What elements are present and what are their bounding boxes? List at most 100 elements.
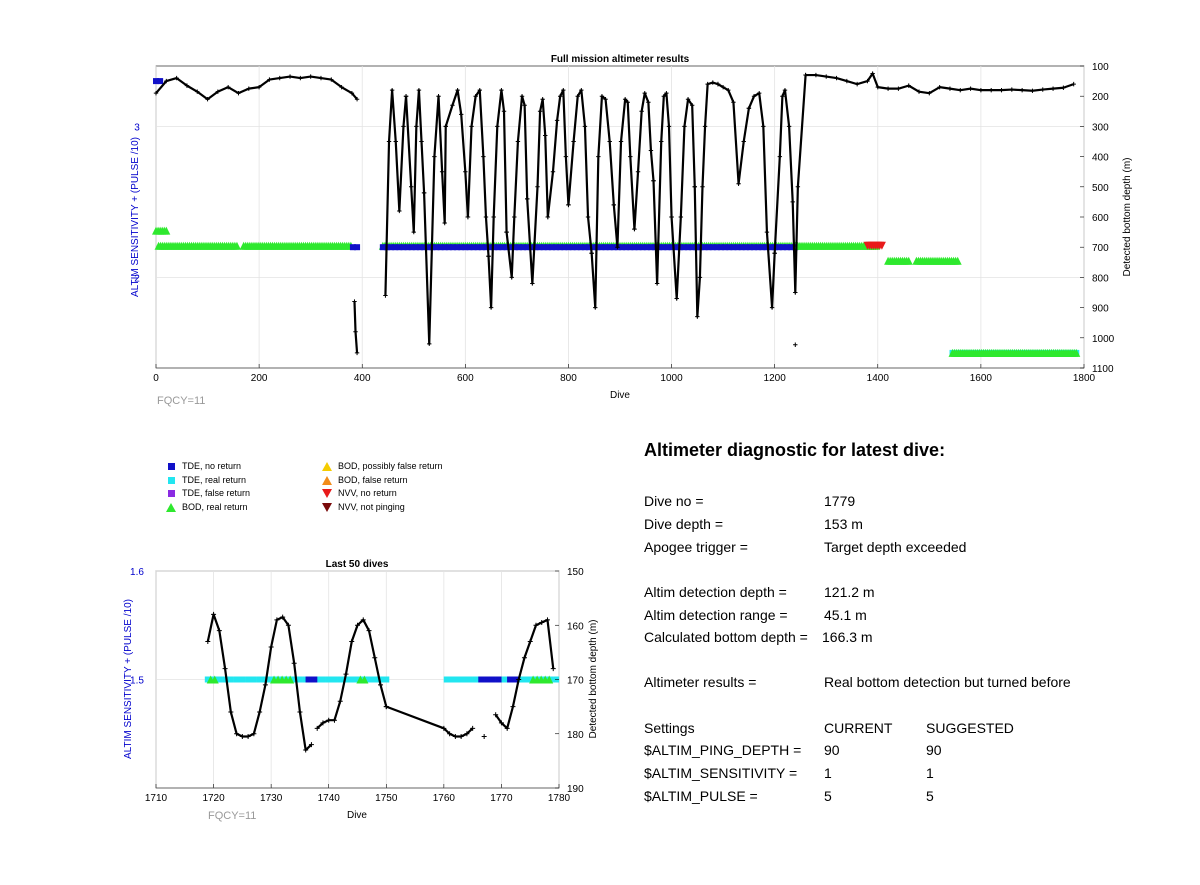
- tde-marker: [491, 244, 498, 251]
- depth-point: [383, 293, 388, 298]
- depth-point: [352, 299, 357, 304]
- depth-point: [999, 87, 1004, 93]
- depth-point: [726, 87, 731, 93]
- x-tick-label: 1000: [660, 373, 683, 384]
- depth-point: [674, 296, 679, 301]
- depth-point: [512, 214, 517, 220]
- depth-point: [436, 94, 441, 99]
- depth-point: [736, 181, 741, 186]
- tde-marker: [472, 676, 479, 683]
- legend-marker-triangle-down-icon: [320, 501, 334, 514]
- tde-marker: [619, 244, 626, 251]
- setting-current: 90: [824, 742, 840, 758]
- depth-point: [689, 103, 695, 108]
- x-tick-label: 1770: [490, 793, 513, 804]
- setting-name: $ALTIM_PULSE =: [644, 788, 758, 804]
- tde-marker: [511, 244, 518, 251]
- depth-point: [488, 305, 494, 310]
- tde-marker: [598, 244, 605, 251]
- depth-point: [793, 342, 798, 347]
- tde-marker: [643, 244, 650, 251]
- tde-marker: [512, 676, 519, 683]
- depth-point: [495, 124, 500, 129]
- depth-point: [419, 139, 424, 144]
- tde-marker: [441, 244, 448, 251]
- tde-marker: [466, 676, 473, 683]
- depth-point: [473, 94, 478, 99]
- x-tick-label: 800: [560, 373, 577, 384]
- tde-marker: [470, 244, 477, 251]
- depth-point: [393, 139, 398, 144]
- y2-tick-label: 700: [1092, 243, 1109, 254]
- depth-point: [813, 72, 819, 78]
- tde-marker: [586, 244, 593, 251]
- tde-marker: [325, 676, 332, 683]
- y2-tick-label: 800: [1092, 273, 1109, 284]
- tde-marker: [489, 676, 496, 683]
- tde-marker: [577, 244, 584, 251]
- depth-point: [563, 154, 569, 159]
- legend-item-bod-real-return: BOD, real return: [164, 501, 248, 514]
- depth-point: [414, 124, 419, 129]
- tde-marker: [478, 676, 485, 683]
- y-axis-label: ALTIM SENSITIVITY + (PULSE /10): [130, 137, 141, 297]
- depth-point: [648, 148, 654, 153]
- y2-tick-label: 200: [1092, 92, 1109, 103]
- depth-point: [314, 725, 320, 731]
- x-axis-label: Dive: [610, 390, 630, 401]
- tde-marker: [153, 78, 159, 85]
- tde-marker: [474, 244, 481, 251]
- depth-point: [561, 87, 566, 93]
- depth-point: [477, 87, 482, 93]
- y2-tick-label: 300: [1092, 122, 1109, 133]
- tde-marker: [433, 244, 440, 251]
- tde-marker: [222, 676, 229, 683]
- depth-point: [298, 75, 303, 81]
- depth-point: [566, 202, 571, 208]
- depth-point: [455, 87, 460, 93]
- tde-marker: [371, 676, 378, 683]
- tde-marker: [767, 244, 774, 251]
- tde-marker: [664, 244, 671, 251]
- dive-depth-label: Dive depth =: [644, 516, 723, 532]
- depth-point: [491, 214, 496, 220]
- depth-point: [245, 733, 251, 739]
- tde-marker: [569, 244, 576, 251]
- tde-marker: [319, 676, 326, 683]
- tde-marker: [701, 244, 708, 251]
- x-tick-label: 1600: [970, 373, 993, 384]
- depth-point: [329, 77, 334, 82]
- depth-point: [355, 622, 360, 628]
- tde-marker: [602, 244, 609, 251]
- depth-point: [421, 190, 427, 196]
- tde-marker: [337, 676, 344, 683]
- tde-marker: [709, 244, 716, 251]
- tde-marker: [404, 244, 411, 251]
- depth-point: [539, 620, 545, 626]
- tde-marker: [524, 244, 531, 251]
- tde-marker: [734, 244, 741, 251]
- depth-point: [697, 275, 703, 280]
- tde-marker: [354, 244, 361, 251]
- legend-marker-triangle-up-icon: [164, 501, 178, 514]
- depth-point: [544, 617, 550, 623]
- tde-marker: [449, 244, 456, 251]
- depth-point: [195, 89, 200, 94]
- tde-marker: [366, 676, 373, 683]
- x-tick-label: 600: [457, 373, 474, 384]
- depth-point: [769, 305, 775, 310]
- diagnostic-title: Altimeter diagnostic for latest dive:: [644, 440, 946, 460]
- depth-point: [274, 617, 280, 623]
- depth-point: [447, 731, 453, 737]
- nvv-marker: [877, 241, 886, 250]
- tde-marker: [291, 676, 298, 683]
- depth-point: [366, 628, 372, 634]
- tde-marker: [256, 676, 263, 683]
- tde-marker: [544, 244, 551, 251]
- bod-marker: [232, 241, 241, 250]
- tde-marker: [573, 244, 580, 251]
- legend-marker-triangle-down-icon: [320, 487, 334, 500]
- depth-point: [554, 118, 560, 123]
- depth-point: [268, 644, 274, 650]
- depth-point: [937, 84, 942, 90]
